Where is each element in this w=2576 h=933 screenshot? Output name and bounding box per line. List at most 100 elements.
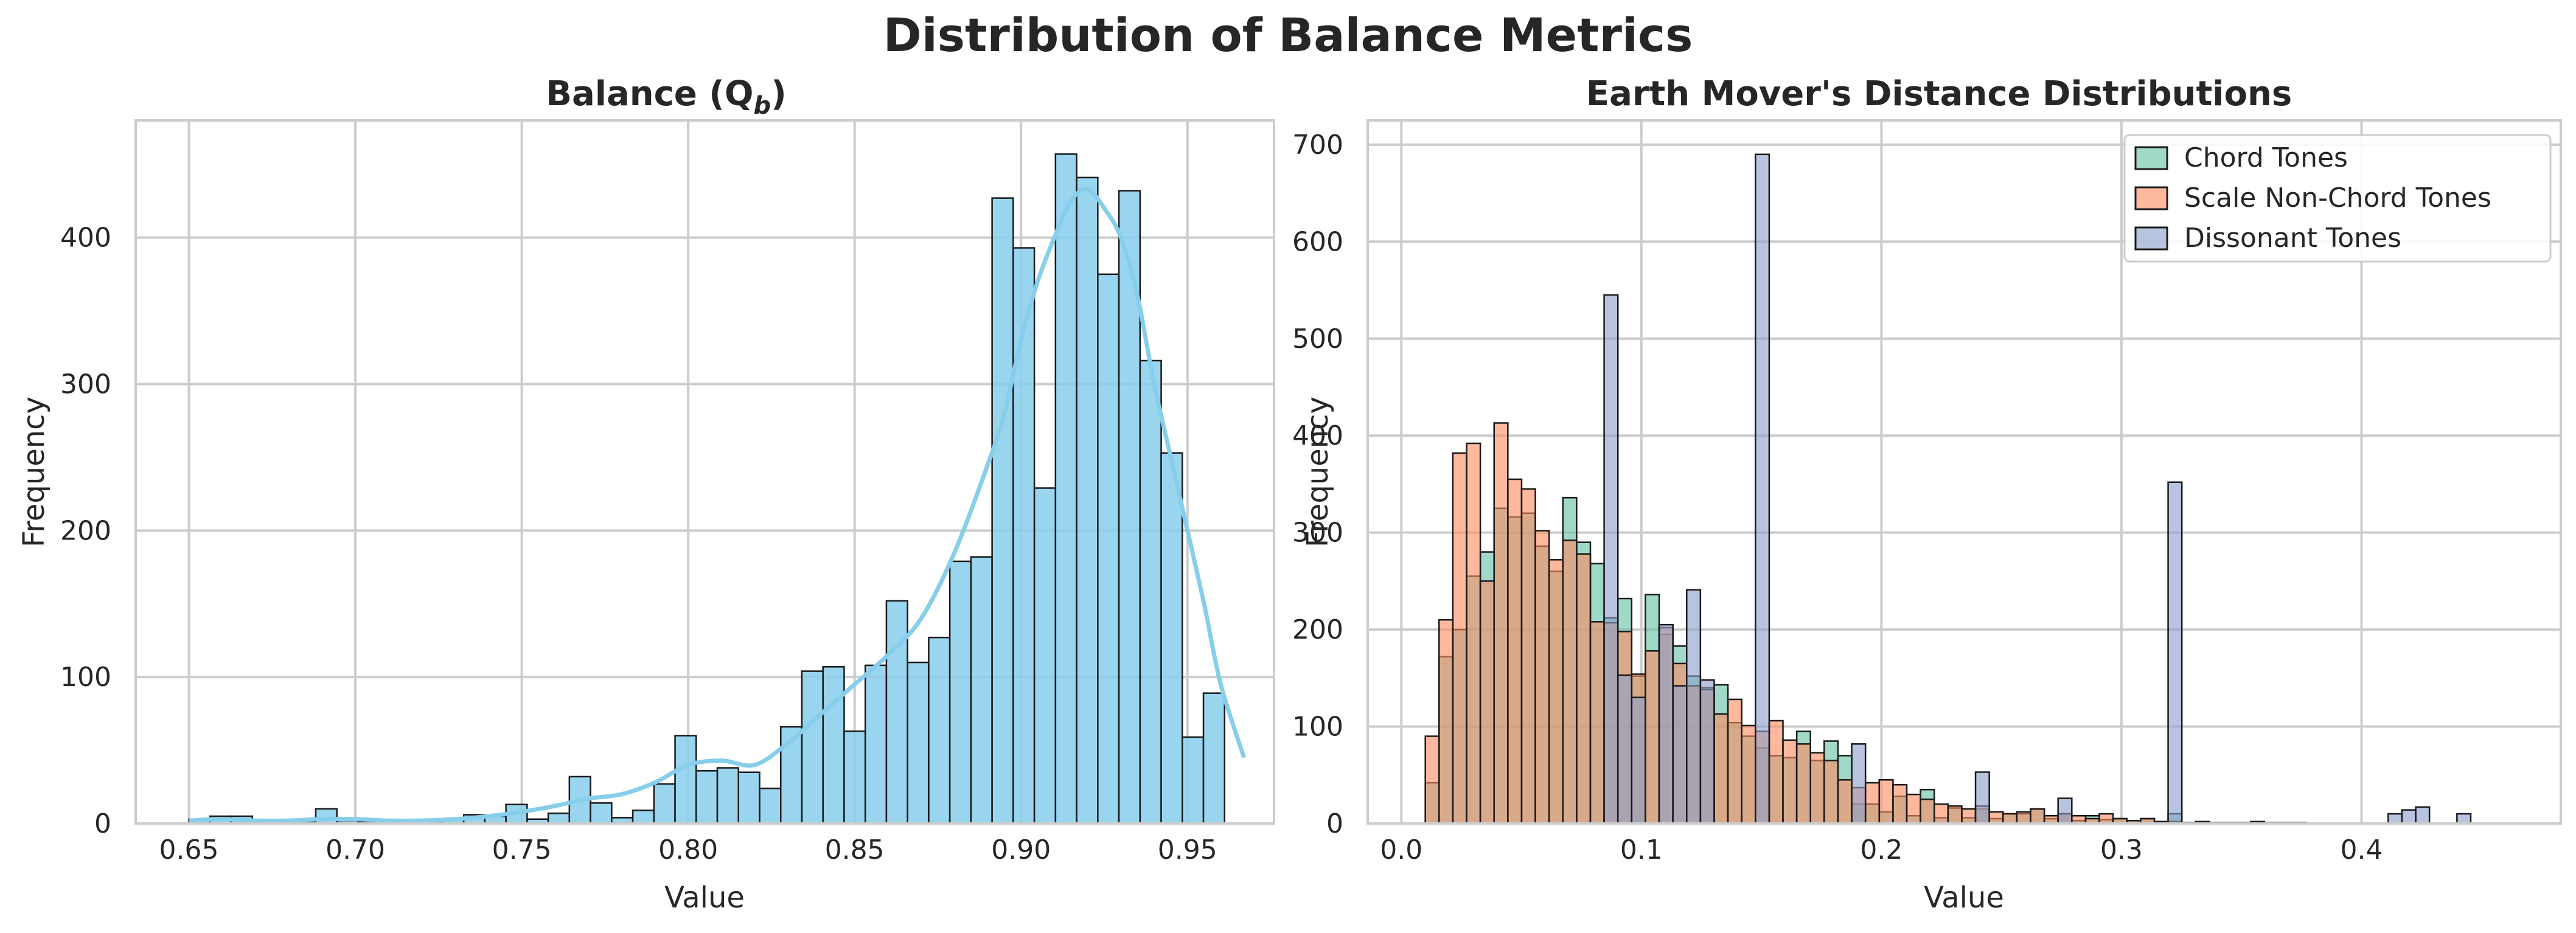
dissonant-tones-bar [1603, 294, 1619, 825]
balance-bar [801, 670, 824, 825]
scale-non-chord-tones-bar [1589, 621, 1605, 825]
dissonant-tones-bar [1631, 696, 1646, 825]
dissonant-tones-bar [1658, 623, 1674, 825]
balance-bar [1160, 452, 1183, 825]
balance-chart-title: Balance (Qb) [546, 74, 786, 120]
scale-non-chord-tones-bar [1645, 650, 1660, 825]
balance-bar [928, 636, 951, 825]
emd-bars [1424, 153, 2472, 825]
balance-y-tick-label: 0 [94, 808, 111, 839]
scale-non-chord-tones-bar [1520, 488, 1536, 825]
dissonant-tones-bar [1755, 153, 1770, 825]
balance-bar [632, 810, 655, 825]
scale-non-chord-tones-bar [1920, 798, 1935, 825]
scale-non-chord-tones-bar [1534, 530, 1550, 825]
balance-bar [970, 556, 993, 825]
emd-x-tick-label: 0.3 [2100, 834, 2143, 865]
emd-y-tick-label: 400 [1292, 420, 1343, 451]
emd-y-ticks: 0 100 200 300 400 500 600 700 [1292, 130, 1343, 839]
dissonant-tones-bar [2456, 813, 2472, 825]
emd-histogram-panel: Earth Mover's Distance Distributions 0.0… [1292, 74, 2562, 915]
scale-non-chord-tones-bar [1906, 793, 1921, 825]
balance-bars [188, 153, 1226, 825]
balance-bar [590, 802, 613, 825]
balance-bar [1202, 692, 1226, 825]
emd-x-tick-label: 0.1 [1620, 834, 1663, 865]
dissonant-tones-bar [2401, 809, 2417, 825]
balance-axes-frame [134, 119, 1275, 825]
scale-non-chord-tones-bar [1795, 743, 1811, 825]
balance-y-tick-label: 200 [60, 515, 111, 546]
scale-non-chord-tones-bar [1837, 779, 1853, 825]
balance-x-tick-label: 0.75 [492, 834, 552, 865]
balance-x-tick-label: 0.70 [325, 834, 385, 865]
balance-bar [759, 787, 782, 825]
scale-non-chord-tones-bar [1562, 539, 1578, 825]
balance-x-tick-label: 0.85 [825, 834, 885, 865]
scale-non-chord-tones-bar [1713, 713, 1729, 825]
balance-bar [674, 735, 697, 825]
emd-y-tick-label: 100 [1292, 712, 1343, 743]
emd-y-tick-label: 600 [1292, 226, 1343, 257]
legend-label-dissonant-tones: Dissonant Tones [2184, 223, 2401, 254]
dissonant-tones-bar [1851, 743, 1867, 825]
scale-non-chord-tones-bar [1576, 553, 1592, 825]
scale-non-chord-tones-bar [1947, 805, 1963, 825]
balance-x-tick-label: 0.65 [159, 834, 219, 865]
dissonant-tones-bar [2057, 797, 2073, 825]
emd-x-tick-label: 0.0 [1380, 834, 1422, 865]
scale-non-chord-tones-bar [1933, 803, 1949, 825]
balance-y-tick-label: 300 [60, 369, 111, 400]
dissonant-tones-bar [1699, 679, 1715, 825]
dissonant-tones-bar [1974, 771, 1990, 825]
balance-bar [1076, 176, 1099, 825]
balance-title-subscript: b [753, 92, 771, 120]
emd-y-tick-label: 0 [1326, 808, 1343, 839]
dissonant-tones-bar [2415, 806, 2431, 825]
scale-non-chord-tones-bar [1768, 720, 1784, 825]
balance-y-ticks: 0 100 200 300 400 [60, 223, 111, 839]
balance-bar [885, 600, 908, 825]
balance-bar [1033, 487, 1057, 825]
legend-box [2123, 134, 2552, 263]
balance-bar [695, 770, 719, 825]
emd-x-ticks: 0.0 0.1 0.2 0.3 0.4 [1380, 834, 2383, 865]
scale-non-chord-tones-bar [2002, 813, 2018, 825]
scale-non-chord-tones-bar [1493, 422, 1509, 825]
emd-legend: Chord Tones Scale Non-Chord Tones Disson… [2123, 134, 2552, 263]
balance-bar [1097, 273, 1120, 825]
emd-axes-frame [1366, 119, 2562, 825]
balance-bar [1139, 359, 1162, 825]
scale-non-chord-tones-bar [1452, 452, 1467, 825]
scale-non-chord-tones-bar [2030, 808, 2045, 825]
balance-x-tick-label: 0.95 [1158, 834, 1217, 865]
figure-title: Distribution of Balance Metrics [883, 8, 1693, 62]
scale-non-chord-tones-bar [1809, 752, 1825, 825]
balance-bar [737, 771, 761, 825]
dissonant-tones-bar [1672, 685, 1688, 825]
emd-y-tick-label: 700 [1292, 130, 1343, 161]
balance-bar [949, 560, 972, 825]
dissonant-tones-bar [2167, 481, 2183, 825]
scale-non-chord-tones-bar [1782, 739, 1798, 825]
balance-bar [822, 666, 845, 825]
balance-bar [653, 783, 676, 825]
balance-x-tick-label: 0.80 [658, 834, 718, 865]
scale-non-chord-tones-bar [1988, 811, 2004, 825]
balance-histogram-panel: Balance (Qb) 0.65 0.70 0.75 0.80 0.85 0.90 0.9… [17, 74, 1275, 915]
scale-non-chord-tones-bar [1823, 760, 1839, 825]
scale-non-chord-tones-bar [1961, 808, 1977, 825]
balance-bar [1054, 153, 1077, 825]
legend-swatch-chord-tones [2134, 146, 2168, 170]
emd-y-tick-label: 500 [1292, 324, 1343, 355]
scale-non-chord-tones-bar [1466, 442, 1481, 825]
legend-label-chord-tones: Chord Tones [2184, 142, 2348, 173]
emd-y-tick-label: 200 [1292, 614, 1343, 645]
balance-bar [843, 730, 866, 825]
emd-y-axis-label: Frequency [1301, 397, 1335, 547]
emd-y-tick-label: 300 [1292, 518, 1343, 549]
balance-x-axis-label: Value [664, 881, 745, 915]
scale-non-chord-tones-bar [1479, 580, 1495, 825]
balance-x-ticks: 0.65 0.70 0.75 0.80 0.85 0.90 0.95 [159, 834, 1217, 865]
